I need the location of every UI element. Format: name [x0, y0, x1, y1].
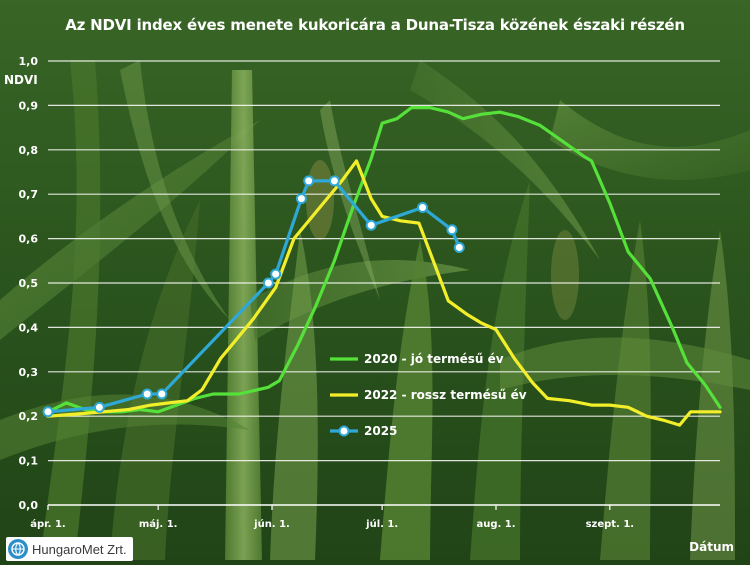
data-point — [141, 388, 153, 400]
x-axis-label: Dátum — [689, 540, 734, 554]
y-tick-label: 0,8 — [19, 144, 39, 157]
y-tick-label: 0,0 — [19, 499, 39, 512]
data-point — [295, 193, 307, 205]
series-line-0 — [46, 105, 722, 414]
legend-label: 2022 - rossz termésű év — [364, 388, 527, 402]
data-point — [446, 224, 458, 236]
y-axis-label: NDVI — [4, 73, 38, 87]
data-point — [303, 175, 315, 187]
y-tick-label: 0,5 — [19, 277, 39, 290]
data-point — [93, 401, 105, 413]
y-tick-label: 0,3 — [19, 366, 39, 379]
data-point — [262, 277, 274, 289]
chart-title: Az NDVI index éves menete kukoricára a D… — [65, 16, 685, 34]
y-tick-label: 1,0 — [19, 55, 39, 68]
y-tick-label: 0,4 — [19, 321, 39, 334]
x-tick-label: szept. 1. — [586, 519, 635, 530]
data-point — [42, 406, 54, 418]
data-point — [156, 388, 168, 400]
y-tick-label: 0,1 — [19, 455, 39, 468]
y-axis-ticks: 0,0 0,1 0,2 0,3 0,4 0,5 0,6 0,7 0,8 0,9 1,0 — [19, 55, 39, 512]
x-tick-label: aug. 1. — [476, 519, 515, 530]
series-line-1 — [46, 159, 722, 427]
data-point — [365, 219, 377, 231]
x-tick-label: máj. 1. — [139, 518, 178, 530]
y-tick-label: 0,7 — [19, 188, 39, 201]
legend-label: 2025 — [364, 424, 397, 438]
legend: 2020 - jó termésű év 2022 - rossz termésű… — [330, 352, 527, 438]
grid-lines — [48, 60, 720, 462]
x-tick-label: júl. 1. — [365, 518, 398, 530]
logo-text: HungaroMet Zrt. — [32, 541, 127, 557]
hungaromet-logo: HungaroMet Zrt. — [6, 537, 133, 561]
data-point — [417, 202, 429, 214]
legend-marker — [338, 425, 350, 437]
y-tick-label: 0,2 — [19, 410, 39, 423]
series-group — [42, 105, 722, 427]
data-point — [453, 241, 465, 253]
y-tick-label: 0,6 — [19, 233, 39, 246]
y-tick-label: 0,9 — [19, 99, 39, 112]
data-point — [328, 175, 340, 187]
legend-label: 2020 - jó termésű év — [364, 352, 504, 366]
hungaromet-globe-icon — [8, 539, 28, 559]
x-tick-label: jún. 1. — [253, 518, 290, 530]
data-point — [270, 268, 282, 280]
series-line-2 — [46, 179, 461, 414]
x-axis-ticks: ápr. 1. máj. 1. jún. 1. júl. 1. aug. 1. szept… — [30, 505, 634, 530]
x-tick-label: ápr. 1. — [30, 518, 65, 530]
